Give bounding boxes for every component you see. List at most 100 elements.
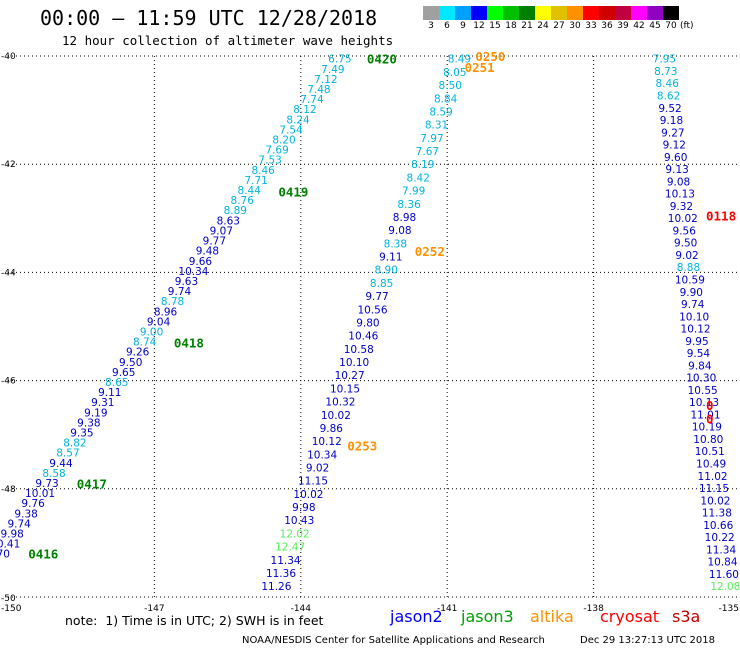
wave-height-value: 8.38 (384, 238, 407, 250)
wave-height-value: 10.12 (681, 324, 711, 336)
wave-height-value: 9.65 (112, 367, 135, 379)
wave-height-value: 9.66 (189, 256, 213, 268)
color-scale-label: 12 (473, 21, 485, 31)
wave-height-value: 6.75 (328, 54, 351, 66)
wave-height-value: 9.27 (661, 127, 684, 139)
color-scale-swatch (423, 6, 439, 20)
wave-height-value: 9.98 (0, 529, 23, 541)
color-scale-swatch (599, 6, 615, 20)
pass-time-label: 0419 (278, 184, 308, 199)
wave-height-value: 7.49 (321, 64, 344, 76)
wave-height-value: 8.31 (425, 120, 448, 132)
satellite-legend-cryosat: cryosat (600, 607, 660, 626)
wave-height-value: 7.69 (265, 145, 288, 157)
wave-height-value: 7.12 (314, 74, 337, 86)
wave-height-value: 8.63 (217, 215, 240, 227)
wave-height-value: 8.49 (448, 54, 471, 66)
wave-height-value: 8.62 (657, 91, 680, 103)
wave-height-value: 9.08 (388, 225, 411, 237)
wave-height-value: 9.95 (685, 336, 708, 348)
wave-height-value: 9.90 (680, 287, 703, 299)
pass-time-label: 0420 (367, 52, 397, 67)
color-scale-label: 70 (665, 21, 677, 31)
wave-height-value: 7.97 (420, 133, 443, 145)
wave-height-value: 9.38 (77, 417, 100, 429)
wave-height-value: 10.66 (703, 520, 733, 532)
y-tick-label: -46 (1, 377, 16, 387)
footnote: note: 1) Time is in UTC; 2) SWH is in fe… (65, 613, 324, 628)
wave-height-value: 9.77 (365, 291, 388, 303)
color-scale-swatch (487, 6, 503, 20)
wave-height-value: 10.27 (335, 370, 365, 382)
color-scale-swatch (567, 6, 583, 20)
color-scale-swatch (503, 6, 519, 20)
color-scale (423, 6, 679, 20)
credit-line: NOAA/NESDIS Center for Satellite Applica… (242, 635, 545, 646)
chart-title: 00:00 – 11:59 UTC 12/28/2018 (40, 6, 378, 30)
wave-height-value: 9.11 (98, 387, 121, 399)
generated-timestamp: Dec 29 13:27:13 UTC 2018 (580, 635, 715, 646)
wave-height-value: 10.02 (321, 410, 351, 422)
wave-height-value: 11.34 (271, 555, 301, 567)
wave-height-value: 12.02 (280, 528, 310, 540)
pass-time-label: 0 (706, 411, 714, 426)
wave-height-value: 10.19 (692, 422, 722, 434)
chart-subtitle: 12 hour collection of altimeter wave hei… (62, 33, 394, 48)
wave-height-value: 9.31 (91, 397, 114, 409)
wave-height-value: 8.19 (411, 159, 434, 171)
wave-height-value: 8.05 (443, 67, 466, 79)
wave-height-value: 8.42 (407, 172, 430, 184)
wave-height-value: 11.15 (699, 483, 729, 495)
wave-height-value: 9.11 (379, 252, 402, 264)
wave-height-value: 11.02 (698, 471, 728, 483)
wave-height-value: 12.47 (275, 542, 305, 554)
satellite-legend-s3a: s3a (672, 607, 701, 626)
wave-height-value: 8.59 (429, 106, 452, 118)
y-tick-label: -40 (1, 52, 16, 62)
color-scale-swatch (647, 6, 663, 20)
wave-height-value: 10.84 (707, 557, 737, 569)
wave-height-value: 8.12 (293, 104, 316, 116)
wave-height-value: 7.67 (416, 146, 439, 158)
wave-height-value: 8.98 (393, 212, 416, 224)
wave-height-value: 11.38 (702, 508, 732, 520)
y-tick-label: -44 (1, 268, 16, 278)
wave-height-value: 9.54 (687, 348, 711, 360)
wave-height-value: 9.70 (0, 549, 10, 561)
wave-height-value: 10.22 (705, 532, 735, 544)
wave-height-value: 9.74 (681, 299, 705, 311)
color-scale-label: 39 (617, 21, 629, 31)
wave-height-value: 11.34 (706, 544, 736, 556)
color-scale-swatch (663, 6, 679, 20)
color-scale-label: 3 (428, 21, 434, 31)
wave-height-value: 9.02 (306, 462, 329, 474)
wave-height-value: 10.15 (330, 383, 360, 395)
pass-time-label: 0416 (28, 547, 58, 562)
wave-height-value: 11.15 (298, 476, 328, 488)
wave-height-value: 8.65 (105, 377, 128, 389)
wave-height-value: 7.48 (307, 84, 330, 96)
wave-height-value: 9.56 (673, 225, 697, 237)
wave-height-value: 10.13 (689, 397, 719, 409)
wave-height-value: 9.98 (292, 502, 315, 514)
wave-height-value: 10.32 (325, 397, 355, 409)
wave-height-value: 9.26 (126, 347, 150, 359)
color-scale-label: 33 (585, 21, 597, 31)
color-scale-label: 9 (460, 21, 466, 31)
color-scale-label: 15 (489, 21, 501, 31)
pass-time-label: 0417 (77, 476, 107, 491)
wave-height-value: 11.26 (261, 581, 291, 593)
wave-height-value: 9.02 (675, 250, 698, 262)
wave-height-value: 9.38 (14, 508, 37, 520)
wave-height-value: 7.95 (653, 54, 676, 66)
color-scale-swatch (583, 6, 599, 20)
wave-height-value: 8.90 (375, 265, 398, 277)
wave-height-value: 10.34 (178, 266, 208, 278)
wave-height-value: 9.74 (168, 286, 192, 298)
wave-height-value: 8.73 (654, 66, 677, 78)
wave-height-value: 10.80 (693, 434, 723, 446)
color-scale-label: 36 (601, 21, 613, 31)
wave-height-value: 8.84 (434, 93, 458, 105)
wave-height-value: 10.46 (348, 331, 378, 343)
